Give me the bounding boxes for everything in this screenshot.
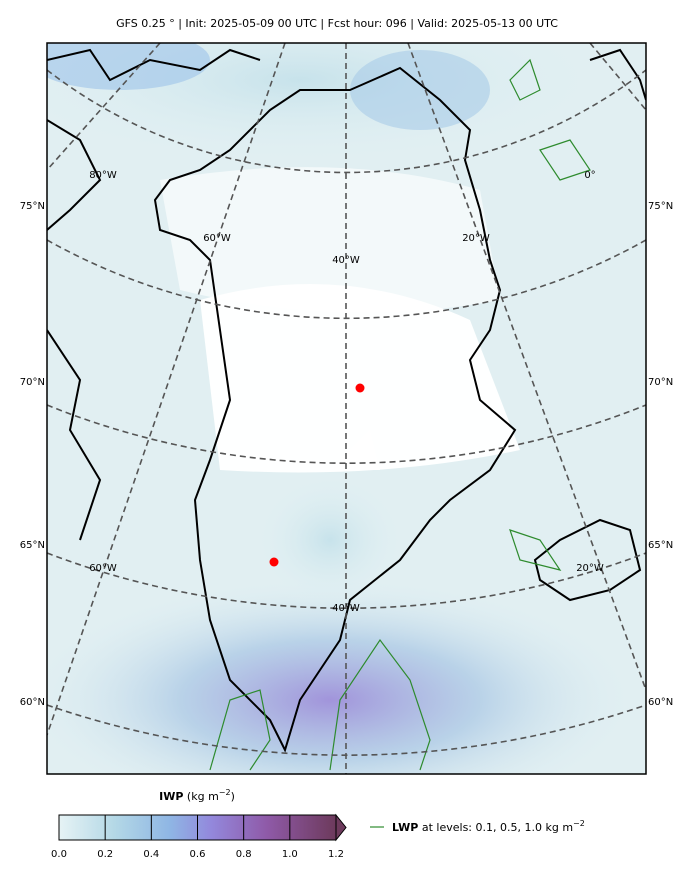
meridian (47, 43, 161, 171)
colorbar-extend (335, 813, 347, 842)
lon-label: 40°W (332, 255, 360, 266)
lon-label: 80°W (89, 170, 117, 181)
lat-label: 75°N (648, 201, 673, 212)
colorbar-tick-label: 1.0 (282, 849, 298, 860)
lat-label: 60°N (20, 697, 45, 708)
parallel (47, 69, 646, 174)
lon-label: 60°W (89, 563, 117, 574)
lat-label: 65°N (648, 540, 673, 551)
colorbar-tick-label: 0.8 (236, 849, 252, 860)
colorbar-tick-label: 0.6 (190, 849, 206, 860)
colorbar-tick-label: 0.0 (51, 849, 67, 860)
title: GFS 0.25 ° | Init: 2025-05-09 00 UTC | F… (116, 17, 558, 30)
map-frame (46, 42, 647, 775)
lon-label: 0° (584, 170, 595, 181)
greenland (153, 66, 517, 753)
lon-label: 20°W (462, 233, 490, 244)
meridian (407, 43, 646, 691)
meridian (589, 43, 646, 111)
lon-label: 40°W (332, 603, 360, 614)
lon-label: 20°W (576, 563, 604, 574)
map (47, 43, 646, 774)
colorbar-tick-label: 0.4 (143, 849, 159, 860)
lat-label: 65°N (20, 540, 45, 551)
meridian (47, 43, 286, 736)
lon-label: 60°W (203, 233, 231, 244)
colorbar-title: IWP (kg m−2) (159, 788, 235, 804)
lwp-contours (209, 58, 591, 771)
colorbar-tick-label: 1.2 (328, 849, 344, 860)
colorbar-tick-label: 0.2 (97, 849, 113, 860)
legend-text: LWP at levels: 0.1, 0.5, 1.0 kg m−2 (392, 819, 585, 835)
coastlines (47, 48, 646, 602)
point (269, 557, 279, 567)
lat-label: 60°N (648, 697, 673, 708)
lat-label: 75°N (20, 201, 45, 212)
lat-label: 70°N (648, 377, 673, 388)
lat-label: 70°N (20, 377, 45, 388)
point (355, 383, 365, 393)
